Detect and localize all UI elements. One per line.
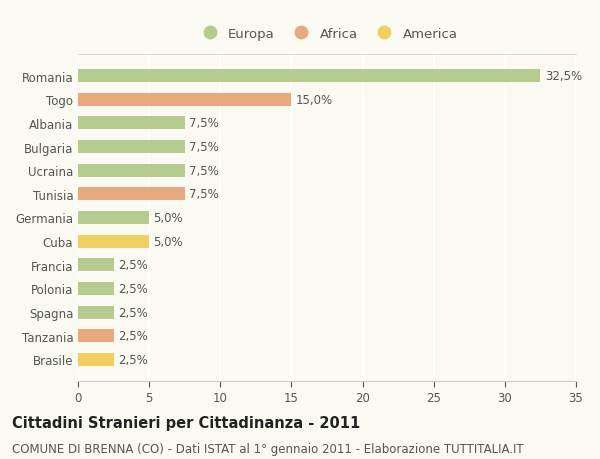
Text: COMUNE DI BRENNA (CO) - Dati ISTAT al 1° gennaio 2011 - Elaborazione TUTTITALIA.: COMUNE DI BRENNA (CO) - Dati ISTAT al 1°… bbox=[12, 442, 524, 454]
Bar bbox=[78, 235, 149, 248]
Text: Cittadini Stranieri per Cittadinanza - 2011: Cittadini Stranieri per Cittadinanza - 2… bbox=[12, 415, 360, 431]
Text: 7,5%: 7,5% bbox=[189, 188, 219, 201]
Bar bbox=[78, 70, 541, 83]
Text: 2,5%: 2,5% bbox=[118, 353, 148, 366]
Bar bbox=[78, 306, 113, 319]
Text: 2,5%: 2,5% bbox=[118, 306, 148, 319]
Bar bbox=[78, 117, 185, 130]
Text: 7,5%: 7,5% bbox=[189, 117, 219, 130]
Text: 7,5%: 7,5% bbox=[189, 141, 219, 154]
Bar bbox=[78, 330, 113, 342]
Text: 2,5%: 2,5% bbox=[118, 330, 148, 342]
Legend: Europa, Africa, America: Europa, Africa, America bbox=[191, 22, 463, 46]
Text: 15,0%: 15,0% bbox=[296, 94, 333, 106]
Bar bbox=[78, 94, 292, 106]
Text: 5,0%: 5,0% bbox=[154, 235, 183, 248]
Bar bbox=[78, 141, 185, 154]
Bar bbox=[78, 164, 185, 177]
Text: 7,5%: 7,5% bbox=[189, 164, 219, 177]
Bar bbox=[78, 353, 113, 366]
Text: 2,5%: 2,5% bbox=[118, 259, 148, 272]
Text: 2,5%: 2,5% bbox=[118, 282, 148, 295]
Bar bbox=[78, 188, 185, 201]
Text: 32,5%: 32,5% bbox=[545, 70, 582, 83]
Bar bbox=[78, 212, 149, 224]
Text: 5,0%: 5,0% bbox=[154, 212, 183, 224]
Bar bbox=[78, 259, 113, 272]
Bar bbox=[78, 282, 113, 295]
